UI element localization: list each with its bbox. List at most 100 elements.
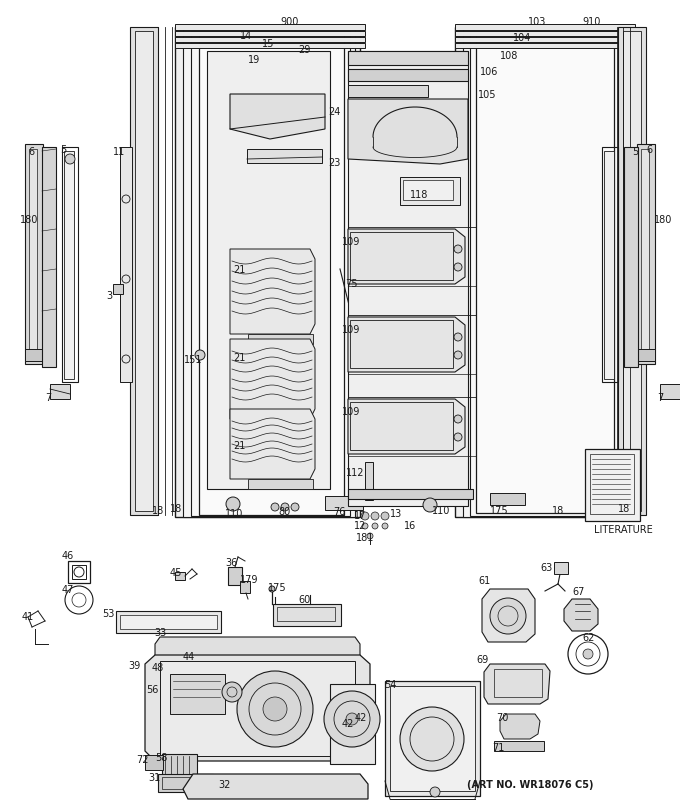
- Text: 900: 900: [280, 17, 299, 27]
- Bar: [455, 32, 635, 37]
- Text: 46: 46: [62, 550, 74, 561]
- Text: 112: 112: [346, 468, 364, 477]
- Polygon shape: [155, 638, 360, 659]
- Text: 67: 67: [572, 586, 584, 596]
- Bar: [120, 615, 217, 630]
- Bar: [191, 32, 350, 516]
- Text: 6: 6: [646, 145, 652, 155]
- Bar: [228, 567, 242, 585]
- Bar: [348, 489, 473, 500]
- Bar: [68, 561, 90, 583]
- Text: 41: 41: [22, 611, 34, 622]
- Bar: [64, 152, 74, 379]
- Text: 18: 18: [170, 504, 182, 513]
- Bar: [455, 25, 635, 31]
- Text: 5: 5: [632, 147, 639, 157]
- Text: 179: 179: [240, 574, 258, 585]
- Bar: [145, 755, 163, 770]
- Bar: [248, 419, 313, 429]
- Bar: [25, 350, 43, 362]
- Bar: [116, 611, 221, 634]
- Circle shape: [271, 504, 279, 512]
- Bar: [365, 463, 373, 500]
- Bar: [400, 178, 460, 206]
- Text: 33: 33: [154, 627, 166, 638]
- Text: 18: 18: [618, 504, 630, 513]
- Bar: [348, 52, 468, 506]
- Text: 58: 58: [155, 752, 167, 762]
- Bar: [494, 669, 542, 697]
- Bar: [62, 148, 78, 383]
- Polygon shape: [348, 399, 465, 455]
- Bar: [350, 321, 453, 369]
- Bar: [248, 480, 313, 489]
- Text: 44: 44: [183, 651, 195, 661]
- Text: 29: 29: [298, 45, 310, 55]
- Bar: [618, 28, 646, 516]
- Bar: [585, 449, 640, 521]
- Text: 3: 3: [106, 290, 112, 301]
- Circle shape: [362, 524, 368, 529]
- Circle shape: [353, 265, 359, 270]
- Bar: [50, 384, 70, 399]
- Text: 47: 47: [62, 585, 74, 594]
- Bar: [113, 285, 123, 294]
- Bar: [623, 32, 641, 512]
- Polygon shape: [230, 339, 315, 419]
- Bar: [494, 741, 544, 751]
- Bar: [175, 573, 185, 581]
- Text: 151: 151: [184, 354, 203, 365]
- Circle shape: [583, 649, 593, 659]
- Polygon shape: [482, 589, 535, 642]
- Bar: [641, 150, 649, 359]
- Bar: [25, 145, 43, 365]
- Circle shape: [400, 707, 464, 771]
- Text: 54: 54: [384, 679, 396, 689]
- Text: 71: 71: [492, 742, 505, 752]
- Bar: [385, 681, 480, 796]
- Text: 11: 11: [113, 147, 125, 157]
- Circle shape: [423, 498, 437, 512]
- Bar: [42, 148, 56, 367]
- Circle shape: [346, 713, 358, 725]
- Bar: [455, 44, 635, 49]
- Circle shape: [195, 350, 205, 361]
- Text: 39: 39: [128, 660, 140, 670]
- Bar: [637, 145, 655, 365]
- Bar: [637, 350, 655, 362]
- Text: 31: 31: [148, 772, 160, 782]
- Circle shape: [222, 683, 242, 702]
- Text: 24: 24: [328, 107, 341, 117]
- Circle shape: [454, 264, 462, 272]
- Text: LITERATURE: LITERATURE: [594, 525, 653, 534]
- Bar: [277, 607, 335, 622]
- Text: (ART NO. WR18076 C5): (ART NO. WR18076 C5): [466, 779, 593, 789]
- Text: 21: 21: [233, 265, 245, 274]
- Bar: [590, 455, 634, 514]
- Text: 76: 76: [333, 506, 345, 516]
- Bar: [168, 661, 208, 693]
- Circle shape: [226, 497, 240, 512]
- Text: 180: 180: [654, 215, 673, 225]
- Text: 5: 5: [60, 145, 66, 155]
- Text: 12: 12: [354, 520, 367, 530]
- Circle shape: [382, 524, 388, 529]
- Text: 23: 23: [328, 158, 341, 168]
- Polygon shape: [230, 249, 315, 334]
- Text: 16: 16: [404, 520, 416, 530]
- Bar: [348, 70, 468, 82]
- Bar: [403, 180, 453, 200]
- Text: 53: 53: [102, 608, 114, 618]
- Text: 118: 118: [410, 190, 428, 200]
- Text: 63: 63: [540, 562, 552, 573]
- Circle shape: [361, 512, 369, 520]
- Text: 181: 181: [356, 533, 375, 542]
- Text: 70: 70: [496, 712, 509, 722]
- Text: 14: 14: [240, 31, 252, 41]
- Bar: [207, 52, 330, 489]
- Text: 69: 69: [476, 654, 488, 664]
- Text: 110: 110: [432, 505, 450, 516]
- Bar: [162, 777, 207, 789]
- Bar: [162, 754, 197, 776]
- Text: 7: 7: [657, 392, 663, 403]
